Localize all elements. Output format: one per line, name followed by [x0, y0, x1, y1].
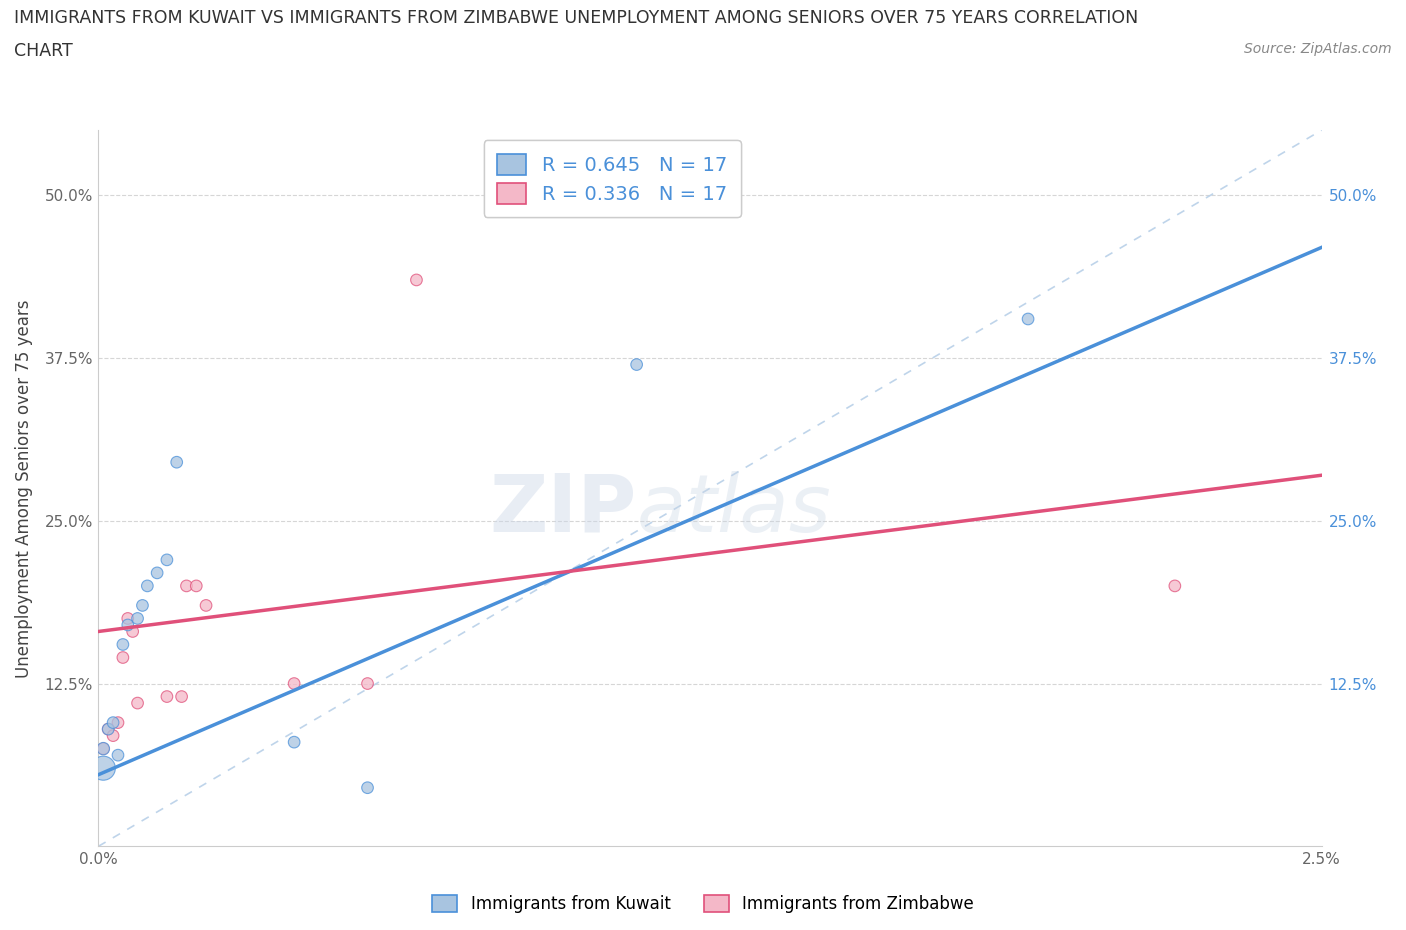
Point [111, 650, 134, 665]
Text: Source: ZipAtlas.com: Source: ZipAtlas.com [1244, 42, 1392, 56]
Text: CHART: CHART [14, 42, 73, 60]
Point [195, 598, 218, 613]
Point [101, 715, 124, 730]
Point [405, 272, 427, 287]
Y-axis label: Unemployment Among Seniors over 75 years: Unemployment Among Seniors over 75 years [15, 299, 34, 677]
Point [170, 689, 193, 704]
Text: IMMIGRANTS FROM KUWAIT VS IMMIGRANTS FROM ZIMBABWE UNEMPLOYMENT AMONG SENIORS OV: IMMIGRANTS FROM KUWAIT VS IMMIGRANTS FRO… [14, 9, 1139, 27]
Legend: R = 0.645   N = 17, R = 0.336   N = 17: R = 0.645 N = 17, R = 0.336 N = 17 [484, 140, 741, 218]
Point [356, 676, 378, 691]
Point [131, 598, 153, 613]
Point [91, 761, 114, 776]
Point [176, 578, 198, 593]
Point [107, 748, 129, 763]
Point [97, 722, 120, 737]
Point [101, 728, 124, 743]
Point [111, 637, 134, 652]
Point [1017, 312, 1039, 326]
Point [626, 357, 648, 372]
Point [283, 676, 305, 691]
Point [186, 578, 208, 593]
Text: ZIP: ZIP [489, 471, 637, 549]
Point [117, 618, 139, 632]
Point [156, 552, 179, 567]
Point [91, 741, 114, 756]
Point [91, 741, 114, 756]
Point [97, 722, 120, 737]
Point [146, 565, 169, 580]
Point [117, 611, 139, 626]
Text: atlas: atlas [637, 471, 831, 549]
Legend: Immigrants from Kuwait, Immigrants from Zimbabwe: Immigrants from Kuwait, Immigrants from … [423, 887, 983, 922]
Point [283, 735, 305, 750]
Point [156, 689, 179, 704]
Point [136, 578, 159, 593]
Point [127, 696, 149, 711]
Point [356, 780, 378, 795]
Point [121, 624, 143, 639]
Point [166, 455, 188, 470]
Point [127, 611, 149, 626]
Point [107, 715, 129, 730]
Point [1164, 578, 1187, 593]
